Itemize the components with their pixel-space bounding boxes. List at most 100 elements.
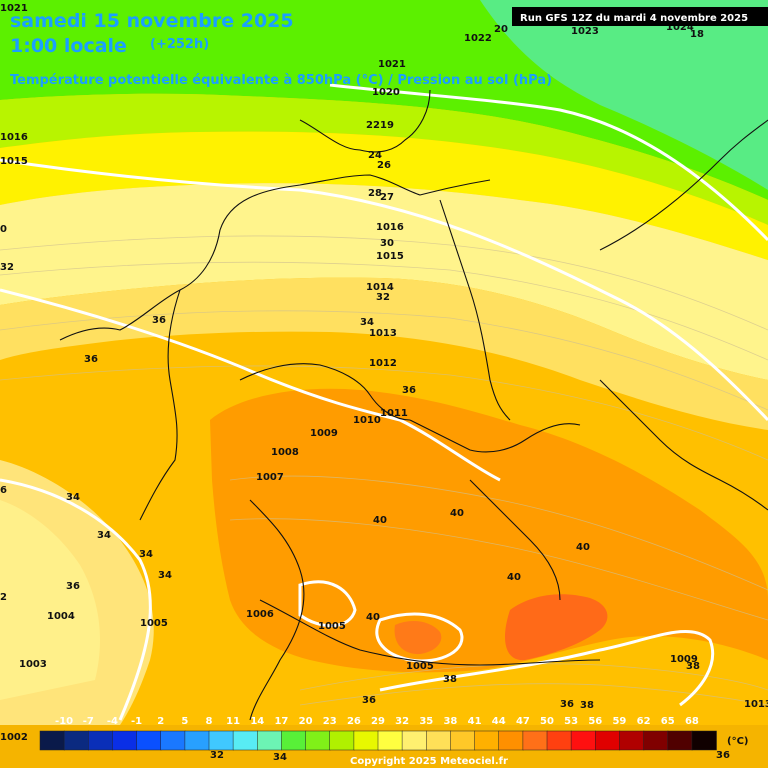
pressure-label: 1023 xyxy=(571,26,599,37)
border-czech-north xyxy=(409,419,581,453)
legend-swatch xyxy=(329,730,355,751)
field-band-yellowgreen xyxy=(0,93,768,225)
temperature-label: 20 xyxy=(494,24,508,35)
legend-tick-label: 56 xyxy=(588,716,602,727)
pressure-label: 1016 xyxy=(0,132,28,143)
legend-swatch xyxy=(401,730,427,751)
temperature-label: 27 xyxy=(380,192,394,203)
pressure-label: 1005 xyxy=(406,661,434,672)
legend-swatch xyxy=(498,730,524,751)
isobar-1012 xyxy=(0,288,501,482)
field-core-red-2 xyxy=(394,620,442,655)
legend-swatch xyxy=(208,730,234,751)
border-poland-west xyxy=(439,199,511,421)
temperature-label: 40 xyxy=(507,572,521,583)
map-time-title: 1:00 locale xyxy=(10,35,127,57)
field-southwest-paler xyxy=(0,500,100,700)
legend-tick-label: 59 xyxy=(612,716,626,727)
legend-swatch xyxy=(136,730,162,751)
lead-time: (+252h) xyxy=(150,37,209,52)
legend-swatch xyxy=(257,730,283,751)
pressure-label: 1003 xyxy=(19,659,47,670)
legend-swatch xyxy=(595,730,621,751)
border-austria-north xyxy=(469,479,561,601)
temperature-label: 19 xyxy=(380,120,394,131)
temperature-label: 38 xyxy=(580,700,594,711)
pressure-label: 1006 xyxy=(246,609,274,620)
legend-tick-label: 26 xyxy=(347,716,361,727)
legend-tick-label: 41 xyxy=(468,716,482,727)
temperature-label: 36 xyxy=(152,315,166,326)
pressure-label: 1015 xyxy=(376,251,404,262)
legend-tick-label: 8 xyxy=(206,716,213,727)
legend-ticks: -10 -7 -4 -1 2 5 8 11 14 17 20 23 26 29 32 35 38 41 44 47 50… xyxy=(55,716,699,727)
legend-swatch xyxy=(184,730,210,751)
legend-tick-label: 20 xyxy=(299,716,313,727)
legend-tick-label: 35 xyxy=(419,716,433,727)
pressure-label: 1024 xyxy=(666,22,694,33)
temperature-label: 34 xyxy=(139,549,153,560)
isobar-1005-west xyxy=(298,580,357,628)
pressure-label: 1009 xyxy=(310,428,338,439)
pressure-label: 1014 xyxy=(366,282,394,293)
pressure-label: 1009 xyxy=(670,654,698,665)
temperature-label: 36 xyxy=(66,581,80,592)
field-core-red xyxy=(505,594,608,661)
isobar-1016 xyxy=(0,158,768,422)
temperature-label: 38 xyxy=(686,661,700,672)
field-core-orange xyxy=(210,388,768,673)
legend-swatch xyxy=(643,730,669,751)
legend-swatch xyxy=(377,730,403,751)
temperature-label: 36 xyxy=(560,699,574,710)
pressure-label: 1021 xyxy=(0,3,28,14)
copyright: Copyright 2025 Meteociel.fr xyxy=(350,756,508,767)
temperature-label: 38 xyxy=(443,674,457,685)
legend-swatch xyxy=(426,730,452,751)
temperature-label: 34 xyxy=(360,317,374,328)
isobar-1005-east xyxy=(375,612,464,663)
temperature-label: 34 xyxy=(158,570,172,581)
legend-swatch xyxy=(570,730,596,751)
temperature-label: 40 xyxy=(450,508,464,519)
legend-tick-label: 17 xyxy=(274,716,288,727)
temperature-label: 34 xyxy=(66,492,80,503)
temperature-label: 34 xyxy=(97,530,111,541)
legend-swatches xyxy=(39,730,717,751)
legend-tick-label: -7 xyxy=(83,716,94,727)
legend-tick-label: -1 xyxy=(131,716,142,727)
legend-tick-label: 5 xyxy=(181,716,188,727)
field-band-yellow xyxy=(0,131,768,260)
legend-tick-label: 38 xyxy=(443,716,457,727)
temperature-label: 2 xyxy=(0,592,7,603)
temperature-label: 36 xyxy=(716,750,730,761)
pressure-label: 1004 xyxy=(47,611,75,622)
isobar-1008-south xyxy=(379,629,715,707)
legend-tick-label: 2 xyxy=(157,716,164,727)
isobar-1020 xyxy=(329,83,768,242)
temperature-label: 22 xyxy=(366,120,380,131)
legend-swatch xyxy=(232,730,258,751)
pressure-label: 1013 xyxy=(744,699,768,710)
temperature-label: 28 xyxy=(368,188,382,199)
border-baltic xyxy=(599,119,768,251)
legend-tick-label: 32 xyxy=(395,716,409,727)
legend-swatch xyxy=(691,730,717,751)
pressure-label: 1011 xyxy=(380,408,408,419)
pressure-label-group: 1021 1022 1023 1024 1016 1015 1021 1020 … xyxy=(0,3,768,743)
border-central xyxy=(239,363,411,421)
temperature-label: 32 xyxy=(376,292,390,303)
field-band-pale-yellow xyxy=(0,183,768,380)
legend-tick-label: 47 xyxy=(516,716,530,727)
temperature-label: 40 xyxy=(373,515,387,526)
temperature-label: 36 xyxy=(362,695,376,706)
pressure-label: 1007 xyxy=(256,472,284,483)
border-east xyxy=(599,379,768,511)
temperature-label: 30 xyxy=(380,238,394,249)
border-alps xyxy=(259,599,601,666)
pressure-label: 1020 xyxy=(372,87,400,98)
legend-tick-label: 68 xyxy=(685,716,699,727)
temperature-label: 0 xyxy=(0,224,7,235)
pressure-label: 1022 xyxy=(464,33,492,44)
temperature-label: 24 xyxy=(368,150,382,161)
